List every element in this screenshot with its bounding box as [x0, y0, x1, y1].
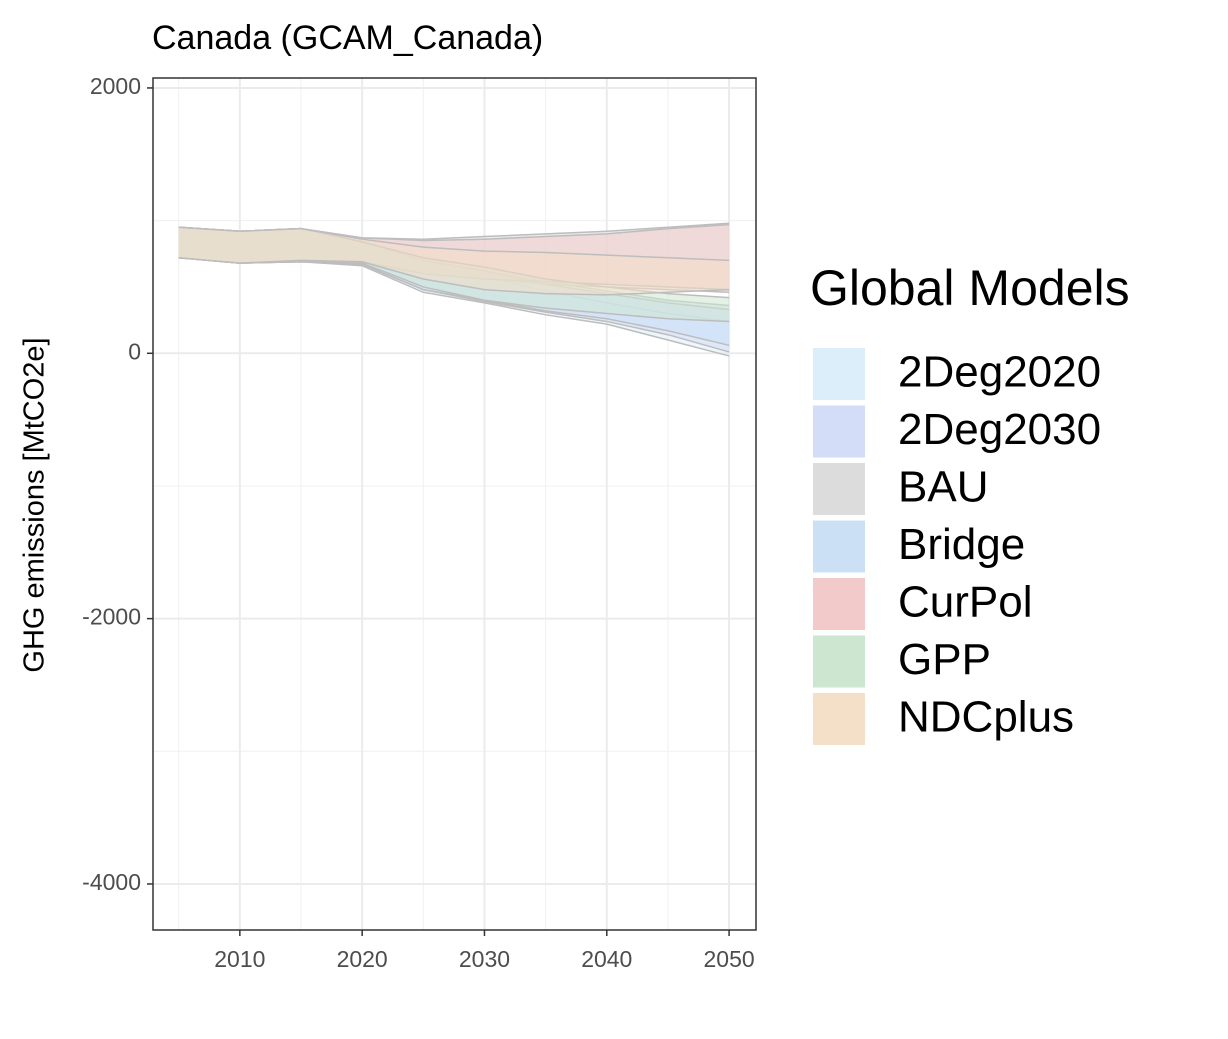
- legend-label: BAU: [898, 463, 988, 512]
- chart-title: Canada (GCAM_Canada): [152, 19, 543, 57]
- legend-label: 2Deg2020: [898, 348, 1101, 397]
- band-edge: [178, 257, 730, 296]
- legend-title: Global Models: [810, 260, 1130, 316]
- y-tick-label: -4000: [82, 869, 141, 895]
- ribbon: [178, 227, 730, 295]
- legend-label: GPP: [898, 635, 991, 684]
- x-tick-label: 2050: [704, 946, 755, 972]
- legend-key: [813, 693, 865, 745]
- legend-key: [813, 520, 865, 573]
- y-tick-label: 2000: [90, 73, 141, 99]
- legend-label: CurPol: [898, 578, 1033, 627]
- x-tick-label: 2010: [214, 946, 265, 972]
- legend-key: [813, 463, 865, 515]
- band-edge: [178, 226, 730, 262]
- x-tick-label: 2020: [337, 946, 388, 972]
- y-tick-label: 0: [128, 338, 141, 364]
- y-tick-label: -2000: [82, 604, 141, 630]
- legend-label: Bridge: [898, 520, 1025, 569]
- y-axis-title: GHG emissions [MtCO2e]: [19, 337, 51, 672]
- x-tick-label: 2030: [459, 946, 510, 972]
- x-tick-label: 2040: [581, 946, 632, 972]
- legend-label: 2Deg2030: [898, 405, 1101, 454]
- legend-key: [813, 578, 865, 630]
- plot-border: [152, 77, 757, 931]
- legend-key: [813, 635, 865, 688]
- legend-key: [813, 405, 865, 458]
- legend-key: [813, 348, 865, 400]
- legend-label: NDCplus: [898, 693, 1074, 742]
